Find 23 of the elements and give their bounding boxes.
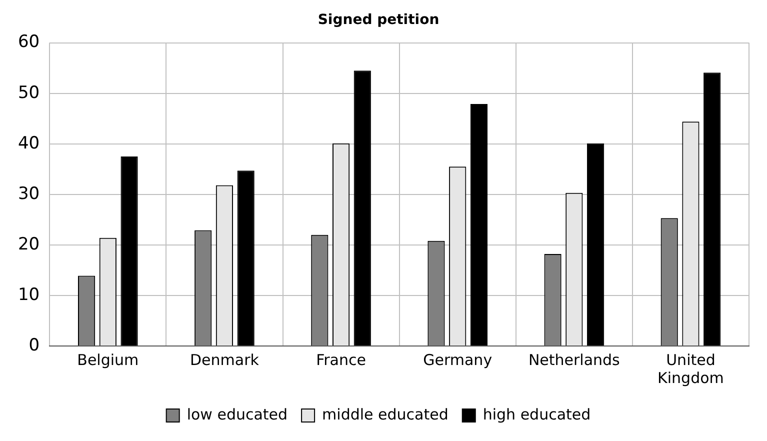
y-tick-label: 60 [18, 32, 40, 52]
y-tick-label: 0 [28, 335, 40, 356]
chart-title: Signed petition [318, 12, 440, 28]
legend-label: low educated [186, 405, 288, 424]
bar [704, 72, 721, 346]
bar [120, 156, 138, 346]
x-tick-label: Denmark [190, 350, 260, 369]
bar [237, 170, 254, 346]
bar [470, 104, 488, 346]
bar [586, 143, 604, 346]
y-tick-label: 30 [18, 184, 40, 204]
y-tick-label: 50 [18, 82, 40, 103]
y-tick-label: 20 [18, 234, 40, 254]
legend-label: middle educated [322, 405, 448, 424]
bar [354, 70, 371, 346]
y-tick-label: 40 [18, 133, 40, 154]
x-tick-label: France [316, 350, 366, 369]
x-tick-label: Germany [423, 350, 492, 369]
y-tick-label: 10 [18, 284, 40, 305]
x-tick-label: Belgium [77, 350, 139, 369]
legend-label: high educated [482, 405, 591, 424]
x-tick-label: Netherlands [528, 350, 620, 369]
x-tick-label: United Kingdom [658, 350, 724, 387]
